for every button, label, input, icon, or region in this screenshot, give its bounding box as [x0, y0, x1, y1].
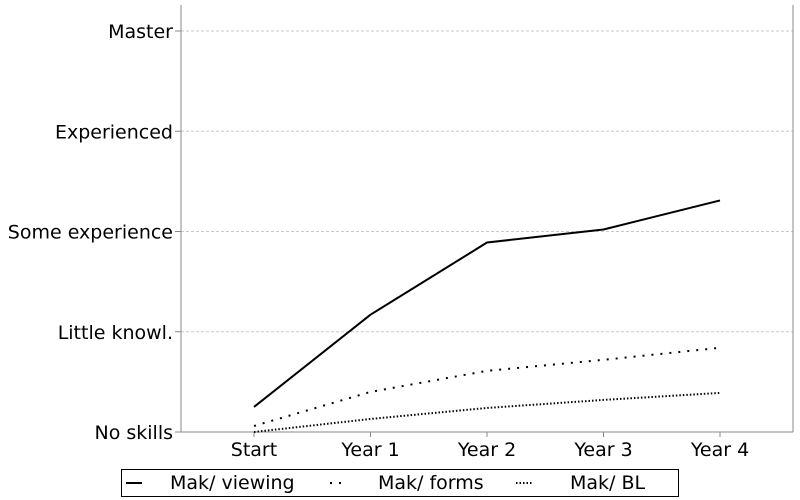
legend-item-viewing: Mak/ viewing: [126, 470, 295, 496]
grid-lines: [181, 30, 793, 333]
legend-item-forms: Mak/ forms: [330, 470, 484, 496]
series-lines: [253, 199, 721, 433]
legend: Mak/ viewing Mak/ forms Mak/ BL: [121, 469, 679, 497]
y-tick-label: Some experience: [8, 222, 173, 244]
legend-item-bl: Mak/ BL: [516, 470, 645, 496]
y-tick-label: Master: [108, 21, 173, 43]
x-tick-label: Year 3: [573, 439, 632, 461]
legend-swatch-dotted: [330, 482, 346, 484]
x-tick-label: Year 4: [690, 439, 749, 461]
series-line-1: [253, 199, 721, 408]
axes: [175, 5, 794, 437]
x-tick-label: Year 1: [340, 439, 399, 461]
legend-label: Mak/ viewing: [170, 472, 295, 494]
x-tick-label: Year 2: [457, 439, 516, 461]
series-line-2: [253, 346, 721, 427]
legend-label: Mak/ BL: [570, 472, 646, 494]
y-tick-label: Little knowl.: [58, 322, 173, 344]
y-tick-label: Experienced: [55, 121, 173, 143]
y-tick-label: No skills: [94, 422, 173, 444]
legend-swatch-solid: [126, 482, 142, 484]
legend-swatch-dense-dotted: [516, 482, 532, 484]
series-line-3: [253, 391, 721, 433]
legend-label: Mak/ forms: [378, 472, 484, 494]
y-tick-labels: No skills Little knowl. Some experience Exp…: [8, 21, 173, 444]
x-tick-labels: Start Year 1 Year 2 Year 3 Year 4: [231, 439, 749, 461]
x-tick-label: Start: [231, 439, 277, 461]
